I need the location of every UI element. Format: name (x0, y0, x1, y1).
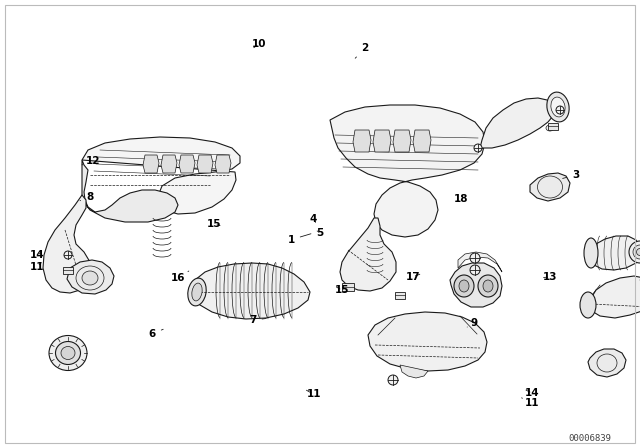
Polygon shape (480, 98, 555, 148)
Ellipse shape (551, 97, 565, 117)
Polygon shape (82, 137, 240, 214)
Polygon shape (450, 263, 502, 307)
Polygon shape (197, 155, 213, 173)
Polygon shape (373, 130, 391, 152)
Text: 7: 7 (249, 315, 266, 325)
Text: 10: 10 (252, 39, 266, 49)
Text: 11: 11 (30, 262, 44, 271)
Text: 8: 8 (80, 192, 93, 202)
Text: 6: 6 (148, 329, 163, 339)
Polygon shape (190, 263, 310, 319)
Text: 1: 1 (287, 234, 311, 245)
Ellipse shape (633, 245, 640, 259)
Ellipse shape (629, 241, 640, 263)
Text: 5: 5 (316, 228, 324, 238)
Polygon shape (458, 252, 502, 272)
Ellipse shape (580, 292, 596, 318)
Polygon shape (587, 276, 640, 318)
Polygon shape (588, 349, 626, 377)
Polygon shape (588, 236, 640, 270)
Text: 4: 4 (310, 214, 317, 224)
Ellipse shape (49, 336, 87, 370)
Ellipse shape (56, 341, 81, 365)
Polygon shape (179, 155, 195, 173)
Ellipse shape (637, 249, 640, 255)
Text: 3: 3 (563, 170, 580, 180)
Polygon shape (342, 283, 354, 291)
Text: 13: 13 (543, 272, 557, 282)
Polygon shape (67, 260, 114, 294)
Text: 15: 15 (207, 219, 221, 229)
Ellipse shape (388, 375, 398, 385)
Text: 00006839: 00006839 (568, 434, 611, 443)
Ellipse shape (470, 265, 480, 275)
Ellipse shape (546, 125, 554, 131)
Polygon shape (400, 365, 428, 378)
Text: 2: 2 (355, 43, 369, 58)
Ellipse shape (64, 251, 72, 259)
Text: 12: 12 (82, 156, 100, 166)
Polygon shape (395, 292, 405, 298)
Text: 9: 9 (467, 318, 477, 327)
Polygon shape (393, 130, 411, 152)
Text: 11: 11 (522, 398, 540, 408)
Polygon shape (143, 155, 159, 173)
Text: 11: 11 (307, 389, 321, 399)
Polygon shape (82, 160, 178, 222)
Polygon shape (530, 173, 570, 201)
Ellipse shape (454, 275, 474, 297)
Ellipse shape (459, 280, 469, 292)
Polygon shape (413, 130, 431, 152)
Ellipse shape (547, 92, 569, 122)
Ellipse shape (556, 106, 564, 114)
Text: 15: 15 (335, 285, 349, 295)
Polygon shape (215, 155, 231, 173)
Ellipse shape (478, 275, 498, 297)
Ellipse shape (483, 280, 493, 292)
Text: 18: 18 (454, 194, 468, 204)
Polygon shape (548, 122, 558, 129)
Ellipse shape (61, 346, 75, 359)
Ellipse shape (82, 271, 98, 285)
Polygon shape (43, 195, 92, 293)
Ellipse shape (188, 278, 206, 306)
Text: 17: 17 (406, 272, 420, 282)
Text: 14: 14 (525, 388, 540, 398)
Polygon shape (353, 130, 371, 152)
Text: 16: 16 (171, 271, 189, 283)
Polygon shape (63, 267, 73, 273)
Ellipse shape (470, 253, 480, 263)
Ellipse shape (584, 238, 598, 268)
Polygon shape (330, 105, 485, 237)
Polygon shape (340, 218, 396, 291)
Text: 14: 14 (30, 250, 44, 260)
Ellipse shape (474, 144, 482, 152)
Polygon shape (368, 312, 487, 371)
Ellipse shape (192, 283, 202, 301)
Polygon shape (161, 155, 177, 173)
